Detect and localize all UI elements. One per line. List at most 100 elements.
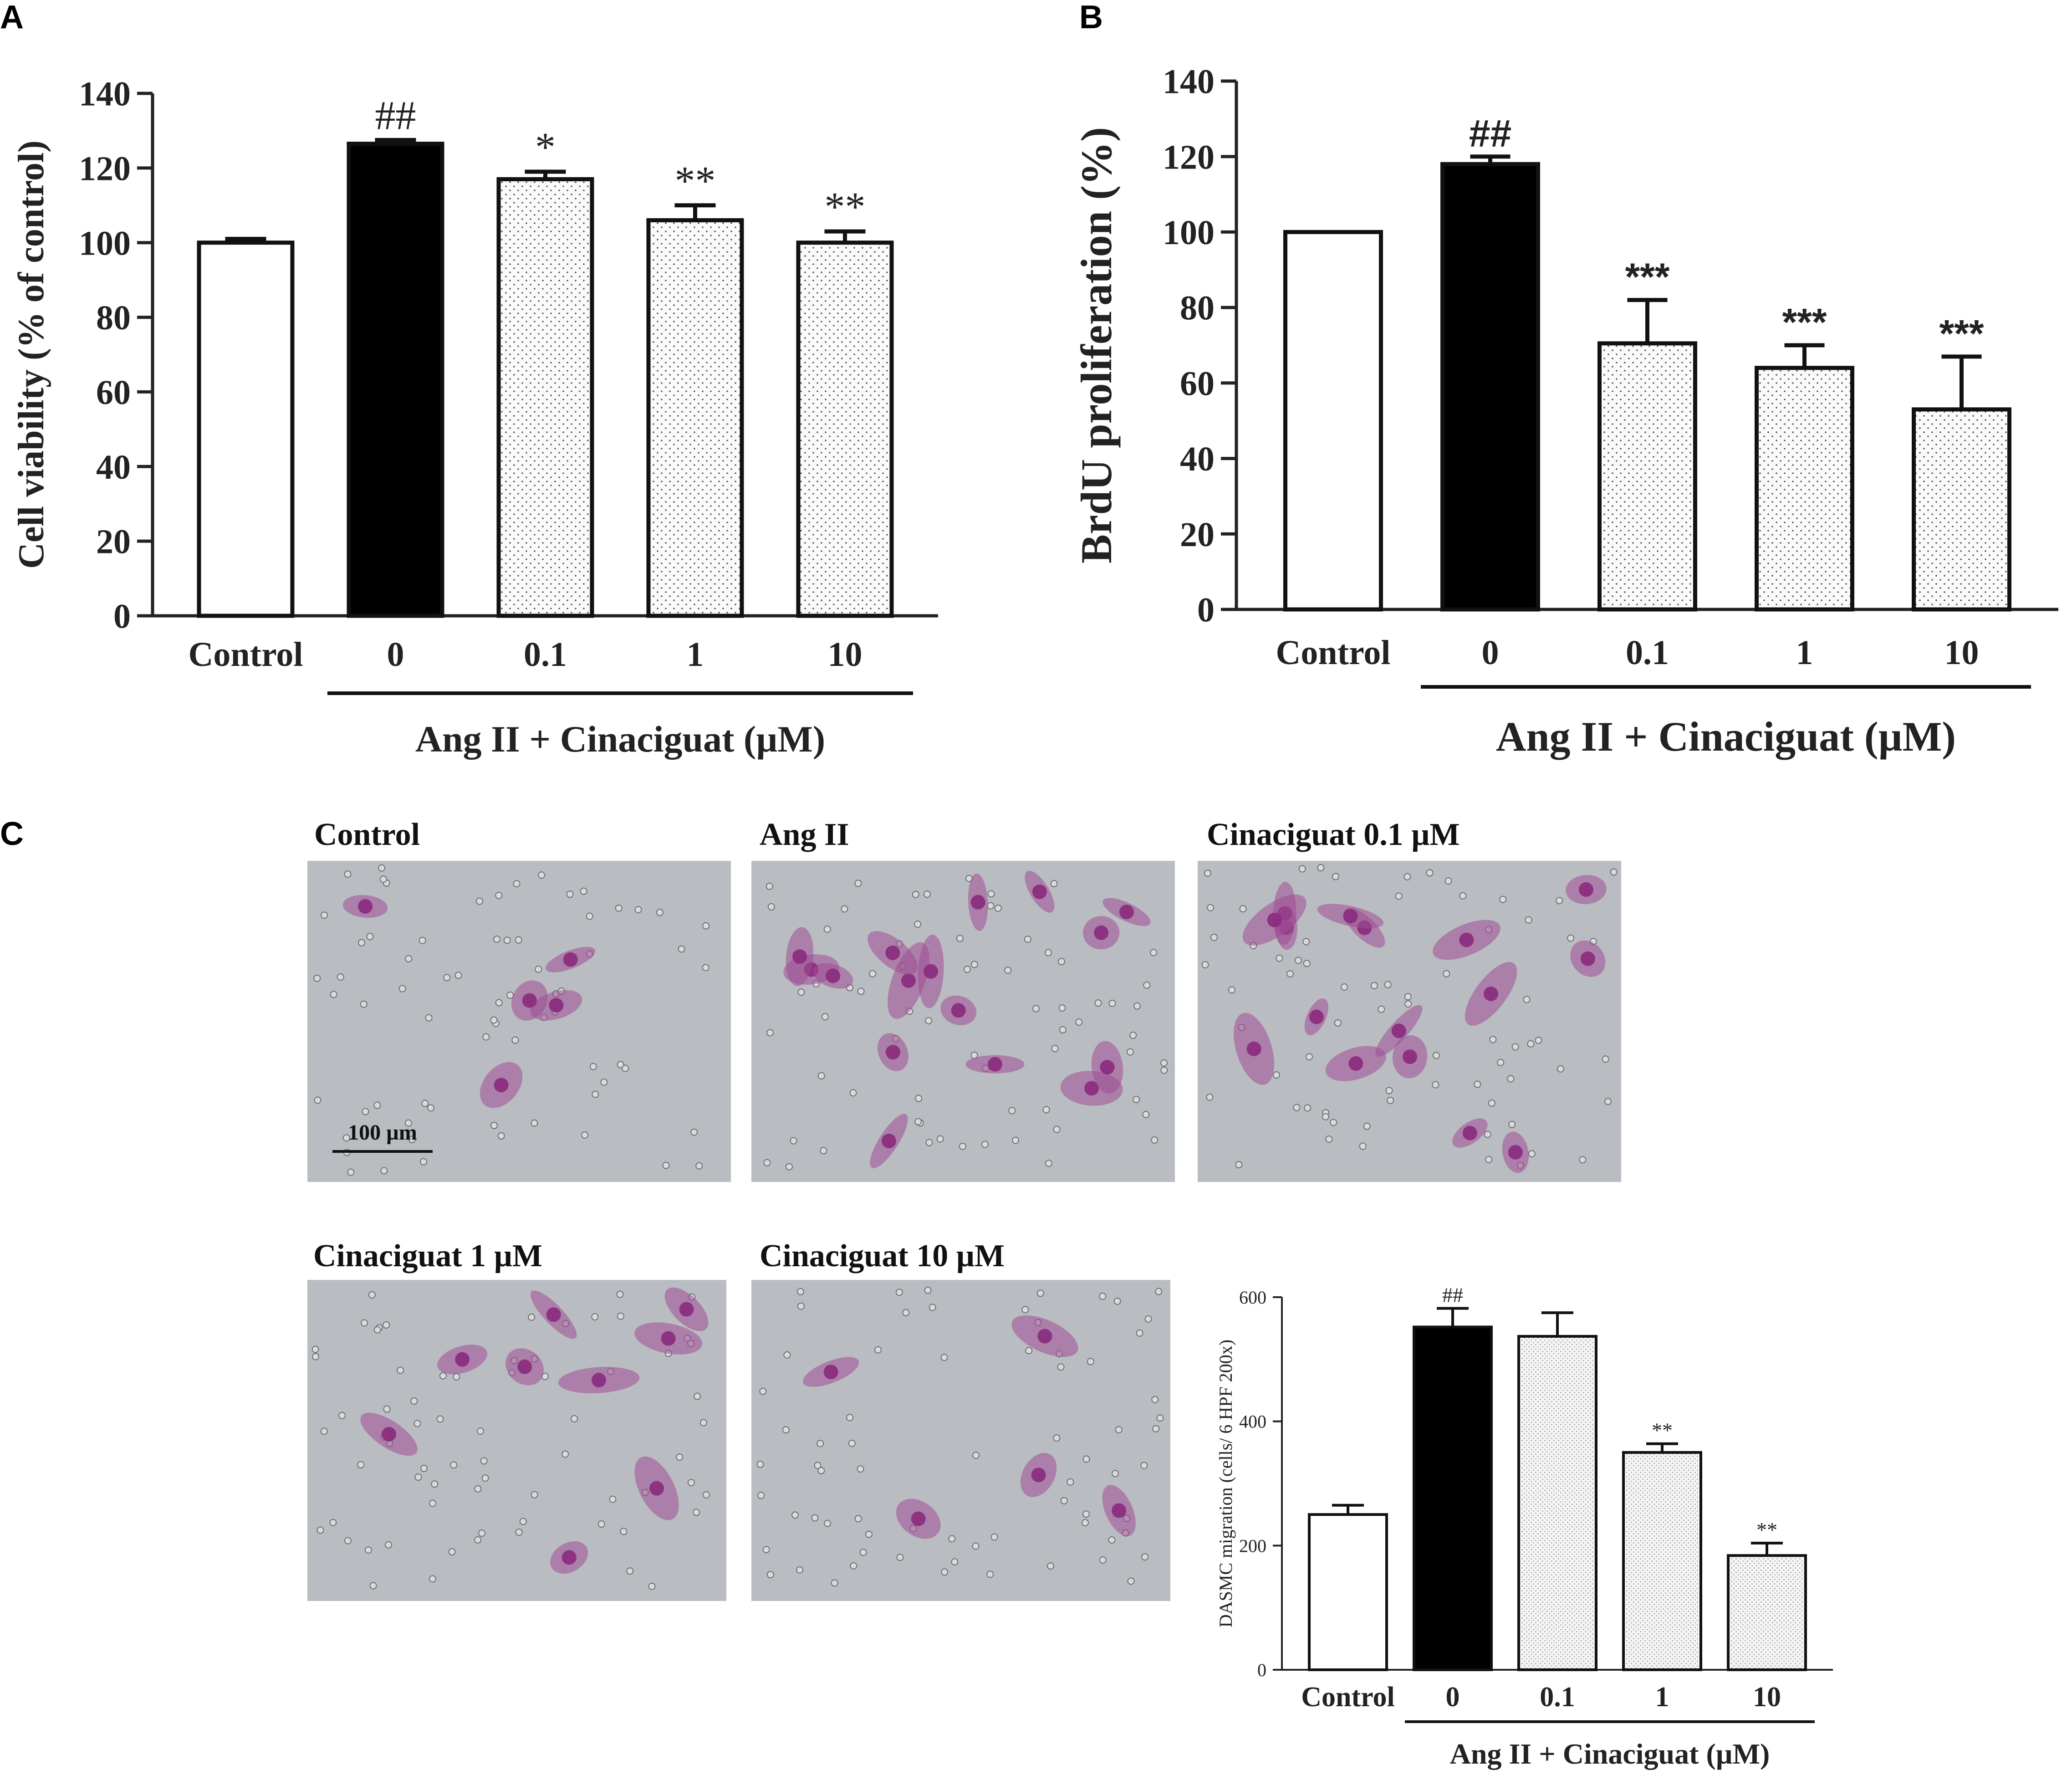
cell-nucleus xyxy=(988,1057,1003,1072)
membrane-pore xyxy=(600,1078,608,1086)
membrane-pore xyxy=(817,1072,825,1079)
membrane-pore xyxy=(490,1121,498,1129)
membrane-pore xyxy=(398,985,406,992)
membrane-pore xyxy=(678,945,685,953)
membrane-pore xyxy=(915,1095,923,1102)
membrane-pore xyxy=(1523,996,1531,1003)
membrane-pore xyxy=(1025,1347,1033,1355)
y-tick-label: 0 xyxy=(1257,1660,1266,1680)
category-label: 0.1 xyxy=(1540,1682,1575,1713)
membrane-pore xyxy=(1443,970,1450,977)
y-tick-label: 80 xyxy=(1180,289,1215,327)
membrane-pore xyxy=(385,1541,393,1549)
membrane-pore xyxy=(1579,1156,1587,1164)
micrograph-label: Cinaciguat 1 µM xyxy=(313,1238,542,1274)
cell-nucleus xyxy=(1462,1125,1477,1141)
membrane-pore xyxy=(1160,1059,1168,1067)
membrane-pore xyxy=(314,1096,322,1104)
membrane-pore xyxy=(481,1474,489,1482)
membrane-pore xyxy=(662,1161,670,1169)
significance-label: *** xyxy=(1782,301,1827,343)
membrane-pore xyxy=(1395,892,1403,900)
membrane-pore xyxy=(1489,1036,1497,1043)
membrane-pore xyxy=(531,1119,538,1127)
membrane-pore xyxy=(1008,1107,1016,1115)
cell-nucleus xyxy=(911,1511,926,1526)
membrane-pore xyxy=(344,1537,352,1545)
membrane-pore xyxy=(693,1509,700,1516)
membrane-pore xyxy=(959,1142,966,1150)
membrane-pore xyxy=(1378,1005,1385,1013)
category-label: Control xyxy=(189,635,303,674)
membrane-pore xyxy=(1045,949,1052,956)
membrane-pore xyxy=(420,1158,428,1166)
membrane-pore xyxy=(360,1000,367,1008)
bar xyxy=(347,142,444,618)
bar xyxy=(1622,1451,1702,1671)
membrane-pore xyxy=(1341,983,1348,991)
membrane-pore xyxy=(495,891,503,899)
membrane-pore xyxy=(823,926,831,933)
membrane-pore xyxy=(364,1546,372,1554)
membrane-pore xyxy=(972,1542,980,1550)
membrane-pore xyxy=(1099,1556,1107,1564)
membrane-pore xyxy=(1433,1052,1440,1059)
membrane-pore xyxy=(1156,1414,1164,1422)
membrane-pore xyxy=(1304,1104,1312,1112)
category-label: 0 xyxy=(387,635,404,674)
cell-nucleus xyxy=(885,1045,900,1060)
membrane-pore xyxy=(329,1519,337,1526)
membrane-pore xyxy=(429,1575,436,1583)
membrane-pore xyxy=(1432,1081,1439,1089)
y-tick-label: 0 xyxy=(113,598,131,636)
membrane-pore xyxy=(929,1304,936,1311)
membrane-pore xyxy=(580,887,587,895)
membrane-pore xyxy=(1293,1104,1301,1111)
membrane-pore xyxy=(413,1420,421,1427)
membrane-pore xyxy=(941,1568,949,1576)
membrane-pore xyxy=(634,906,642,914)
membrane-pore xyxy=(1075,1018,1083,1026)
membrane-pore xyxy=(1155,1288,1163,1295)
membrane-pore xyxy=(425,1014,433,1022)
membrane-pore xyxy=(785,1163,793,1171)
membrane-pore xyxy=(951,1558,959,1566)
membrane-pore xyxy=(1294,956,1302,964)
membrane-pore xyxy=(940,1354,948,1361)
cell-nucleus xyxy=(1459,932,1474,947)
membrane-pore xyxy=(759,1387,767,1395)
membrane-pore xyxy=(474,1536,482,1544)
membrane-pore xyxy=(493,935,501,943)
membrane-pore xyxy=(762,1546,770,1554)
membrane-pore xyxy=(320,911,328,919)
membrane-pore xyxy=(311,1345,319,1353)
membrane-pore xyxy=(1012,1136,1020,1144)
membrane-pore xyxy=(1150,949,1158,956)
bar xyxy=(496,177,594,618)
category-label: 0.1 xyxy=(1626,634,1669,672)
membrane-pore xyxy=(408,1136,416,1143)
membrane-pore xyxy=(1136,1329,1143,1337)
membrane-pore xyxy=(972,1452,980,1459)
membrane-pore xyxy=(1276,954,1283,962)
micrograph-panel xyxy=(751,1280,1170,1601)
bar xyxy=(646,218,744,618)
membrane-pore xyxy=(482,1033,490,1041)
cell-nucleus xyxy=(1267,912,1282,927)
bar xyxy=(1727,1554,1807,1672)
significance-label: ## xyxy=(1442,1284,1463,1307)
cell-nucleus xyxy=(358,899,373,914)
membrane-pore xyxy=(1067,1478,1074,1486)
membrane-pore xyxy=(362,1108,369,1115)
membrane-pore xyxy=(1359,1142,1367,1150)
membrane-pore xyxy=(1057,1363,1065,1371)
membrane-pore xyxy=(1127,1577,1135,1585)
membrane-pore xyxy=(503,936,511,944)
membrane-pore xyxy=(849,1089,857,1097)
membrane-pore xyxy=(597,1520,605,1528)
membrane-pore xyxy=(763,1159,771,1166)
membrane-pore xyxy=(1527,1040,1535,1048)
membrane-pore xyxy=(797,988,805,996)
